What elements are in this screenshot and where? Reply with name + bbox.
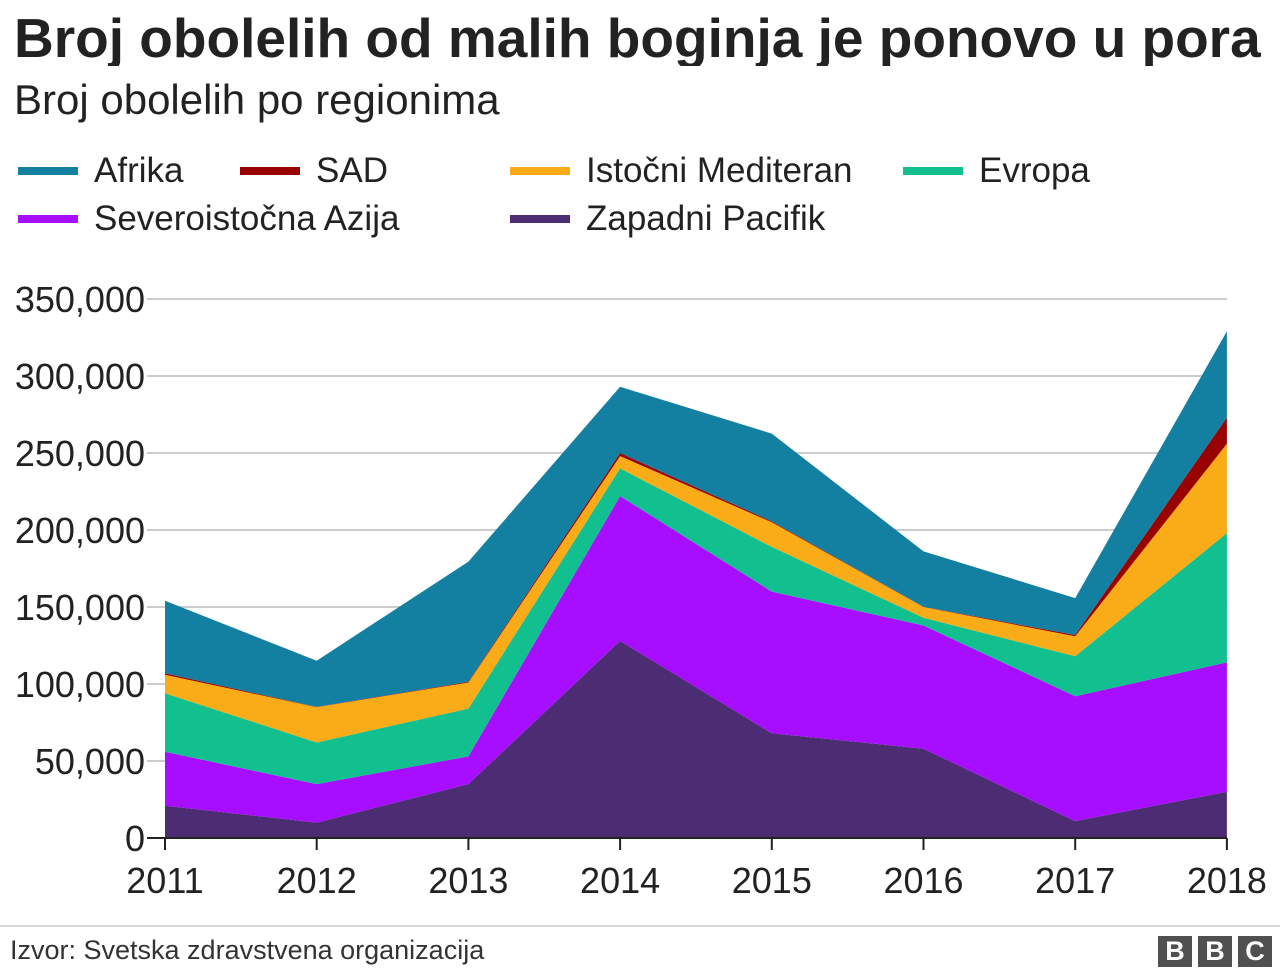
chart-title: Broj obolelih od malih boginja je ponovo…: [14, 11, 1261, 66]
legend-swatch: [240, 166, 300, 175]
legend-item-evropa: Evropa: [903, 153, 1090, 188]
legend-label: Afrika: [94, 151, 184, 190]
x-tick-label: 2014: [580, 860, 660, 901]
area-afrika: [165, 331, 1227, 707]
legend-swatch: [510, 166, 570, 175]
x-tick-label: 2013: [428, 860, 508, 901]
x-tick-label: 2011: [126, 860, 203, 901]
y-tick-label: 250,000: [15, 433, 145, 474]
y-tick-label: 0: [125, 818, 145, 859]
legend-label: Evropa: [979, 151, 1090, 190]
area-severoistocna-azija: [165, 496, 1227, 823]
legend-swatch: [18, 214, 78, 223]
legend-item-afrika: Afrika: [18, 153, 183, 188]
legend-swatch: [510, 214, 570, 223]
legend-label: Zapadni Pacifik: [586, 199, 826, 238]
legend-item-severoistocna-azija: Severoistočna Azija: [18, 201, 399, 236]
y-tick-label: 50,000: [35, 741, 145, 782]
stacked-areas: [165, 331, 1227, 838]
legend-swatch: [18, 166, 78, 175]
x-tick-label: 2017: [1035, 860, 1115, 901]
bbc-logo: B B C: [1158, 936, 1272, 967]
footer-divider: [0, 925, 1280, 927]
legend-label: Istočni Mediteran: [586, 151, 853, 190]
legend-item-istocni-mediteran: Istočni Mediteran: [510, 153, 853, 188]
legend-label: SAD: [316, 151, 388, 190]
x-tick-label: 2012: [277, 860, 357, 901]
legend-label: Severoistočna Azija: [94, 199, 400, 238]
logo-letter: B: [1158, 936, 1192, 967]
y-tick-label: 200,000: [15, 510, 145, 551]
y-tick-label: 300,000: [15, 356, 145, 397]
chart-subtitle: Broj obolelih po regionima: [14, 76, 500, 123]
y-axis: 0 50,000 100,000 150,000 200,000 250,000 300,0…: [15, 279, 145, 859]
area-evropa: [165, 468, 1227, 785]
area-istocni-mediteran: [165, 443, 1227, 743]
logo-letter: C: [1238, 936, 1272, 967]
y-tick-label: 100,000: [15, 664, 145, 705]
area-zapadni-pacifik: [165, 640, 1227, 838]
x-tick-label: 2018: [1187, 860, 1267, 901]
legend-item-zapadni-pacifik: Zapadni Pacifik: [510, 201, 825, 236]
logo-letter: B: [1198, 936, 1232, 967]
y-tick-label: 350,000: [15, 279, 145, 320]
source-note: Izvor: Svetska zdravstvena organizacija: [10, 935, 485, 965]
legend-item-sad: SAD: [240, 153, 388, 188]
x-axis: 2011 2012 2013 2014 2015 2016 2017 2018: [126, 838, 1267, 901]
y-tick-label: 150,000: [15, 587, 145, 628]
x-tick-label: 2016: [883, 860, 963, 901]
x-tick-label: 2015: [732, 860, 812, 901]
legend-swatch: [903, 166, 963, 175]
